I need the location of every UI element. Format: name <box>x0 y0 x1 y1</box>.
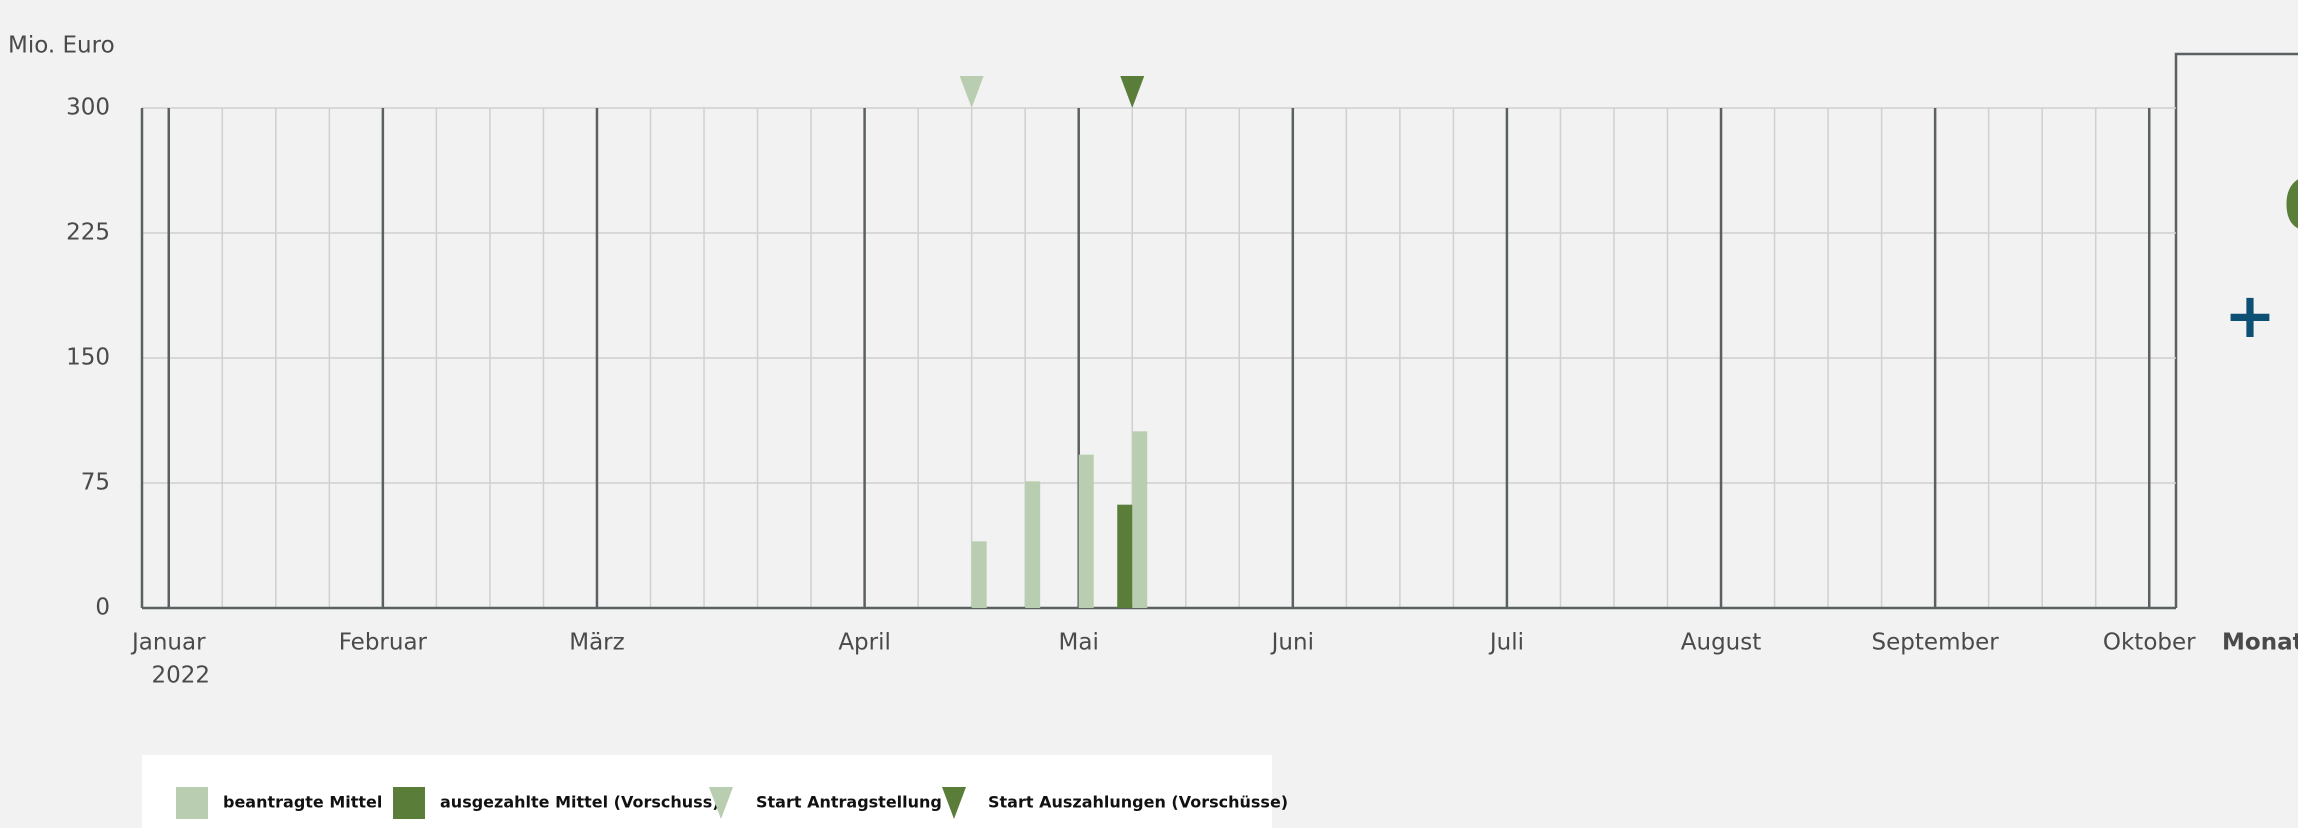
legend-swatch <box>176 787 208 819</box>
legend-swatch <box>709 787 733 819</box>
legend-label: ausgezahlte Mittel (Vorschuss) <box>440 793 720 812</box>
side-panel-frame <box>2174 52 2298 608</box>
side-value: 6 <box>2282 163 2298 247</box>
legend-box <box>142 755 1272 828</box>
side-value: + 6 <box>2224 279 2298 352</box>
bar <box>1132 431 1148 608</box>
x-tick-label: Januar <box>130 630 206 656</box>
marker-triangle <box>1120 76 1145 108</box>
x-tick-label: Juni <box>1270 630 1314 656</box>
bar <box>1025 481 1041 608</box>
x-axis-label: Monat <box>2222 630 2298 656</box>
y-tick-label: 225 <box>66 220 110 246</box>
y-tick-label: 300 <box>66 95 110 121</box>
legend-label: beantragte Mittel <box>223 793 382 812</box>
legend-label: Start Auszahlungen (Vorschüsse) <box>988 793 1288 812</box>
x-tick-label: April <box>838 630 891 656</box>
bar <box>1117 504 1133 608</box>
bar <box>1078 454 1094 608</box>
x-tick-label: September <box>1872 630 2000 656</box>
y-tick-label: 0 <box>95 595 110 621</box>
y-tick-label: 150 <box>66 345 110 371</box>
bar <box>971 541 987 608</box>
legend-label: Start Antragstellung <box>756 793 942 812</box>
x-tick-label: August <box>1681 630 1762 656</box>
legend-swatch <box>942 787 966 819</box>
x-tick-label: Februar <box>339 630 428 656</box>
x-tick-label: Juli <box>1488 630 1524 656</box>
x-tick-label: Oktober <box>2103 630 2196 656</box>
x-tick-label: Mai <box>1059 630 1099 656</box>
year-label: 2022 <box>151 663 210 689</box>
y-tick-label: 75 <box>81 470 110 496</box>
legend-swatch <box>393 787 425 819</box>
marker-triangle <box>959 76 984 108</box>
x-tick-label: März <box>569 630 624 656</box>
y-axis-label: Mio. Euro <box>8 33 115 59</box>
